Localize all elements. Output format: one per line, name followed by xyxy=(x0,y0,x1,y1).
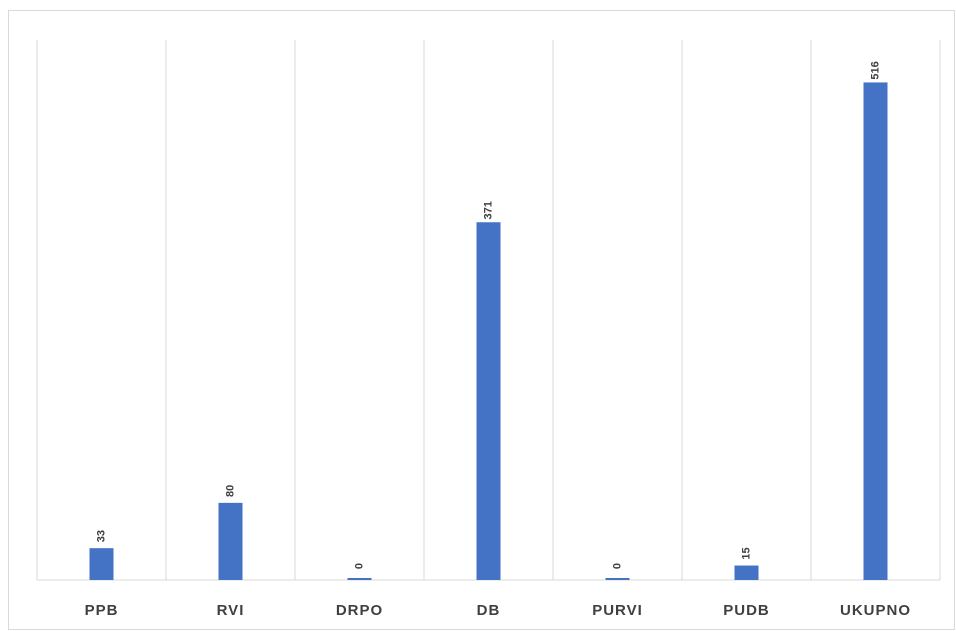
bar-pudb xyxy=(734,565,759,580)
value-label-ppb: 33 xyxy=(95,530,107,542)
category-label-db: DB xyxy=(477,602,501,619)
value-label-purvi: 0 xyxy=(611,563,623,569)
category-label-drpo: DRPO xyxy=(336,602,383,619)
bar-purvi xyxy=(605,578,630,580)
category-gridlines xyxy=(36,40,941,580)
category-label-ukupno: UKUPNO xyxy=(840,602,911,619)
category-labels-group: PPB RVI DRPO DB PURVI PUDB UKUPNO xyxy=(85,602,911,619)
bar-rvi xyxy=(218,502,243,580)
category-label-ppb: PPB xyxy=(85,602,119,619)
value-label-ukupno: 516 xyxy=(869,61,881,79)
value-label-pudb: 15 xyxy=(740,547,752,559)
bar-ppb xyxy=(89,548,114,580)
category-label-rvi: RVI xyxy=(217,602,245,619)
value-label-drpo: 0 xyxy=(353,563,365,569)
value-label-db: 371 xyxy=(482,201,494,219)
bar-drpo xyxy=(347,578,372,580)
value-labels-group: 33 80 0 371 0 15 516 xyxy=(95,61,881,569)
category-label-pudb: PUDB xyxy=(723,602,770,619)
value-label-rvi: 80 xyxy=(224,485,236,497)
bar-ukupno xyxy=(863,82,888,580)
bar-db xyxy=(476,222,501,580)
bars-group xyxy=(89,82,888,580)
category-label-purvi: PURVI xyxy=(592,602,643,619)
